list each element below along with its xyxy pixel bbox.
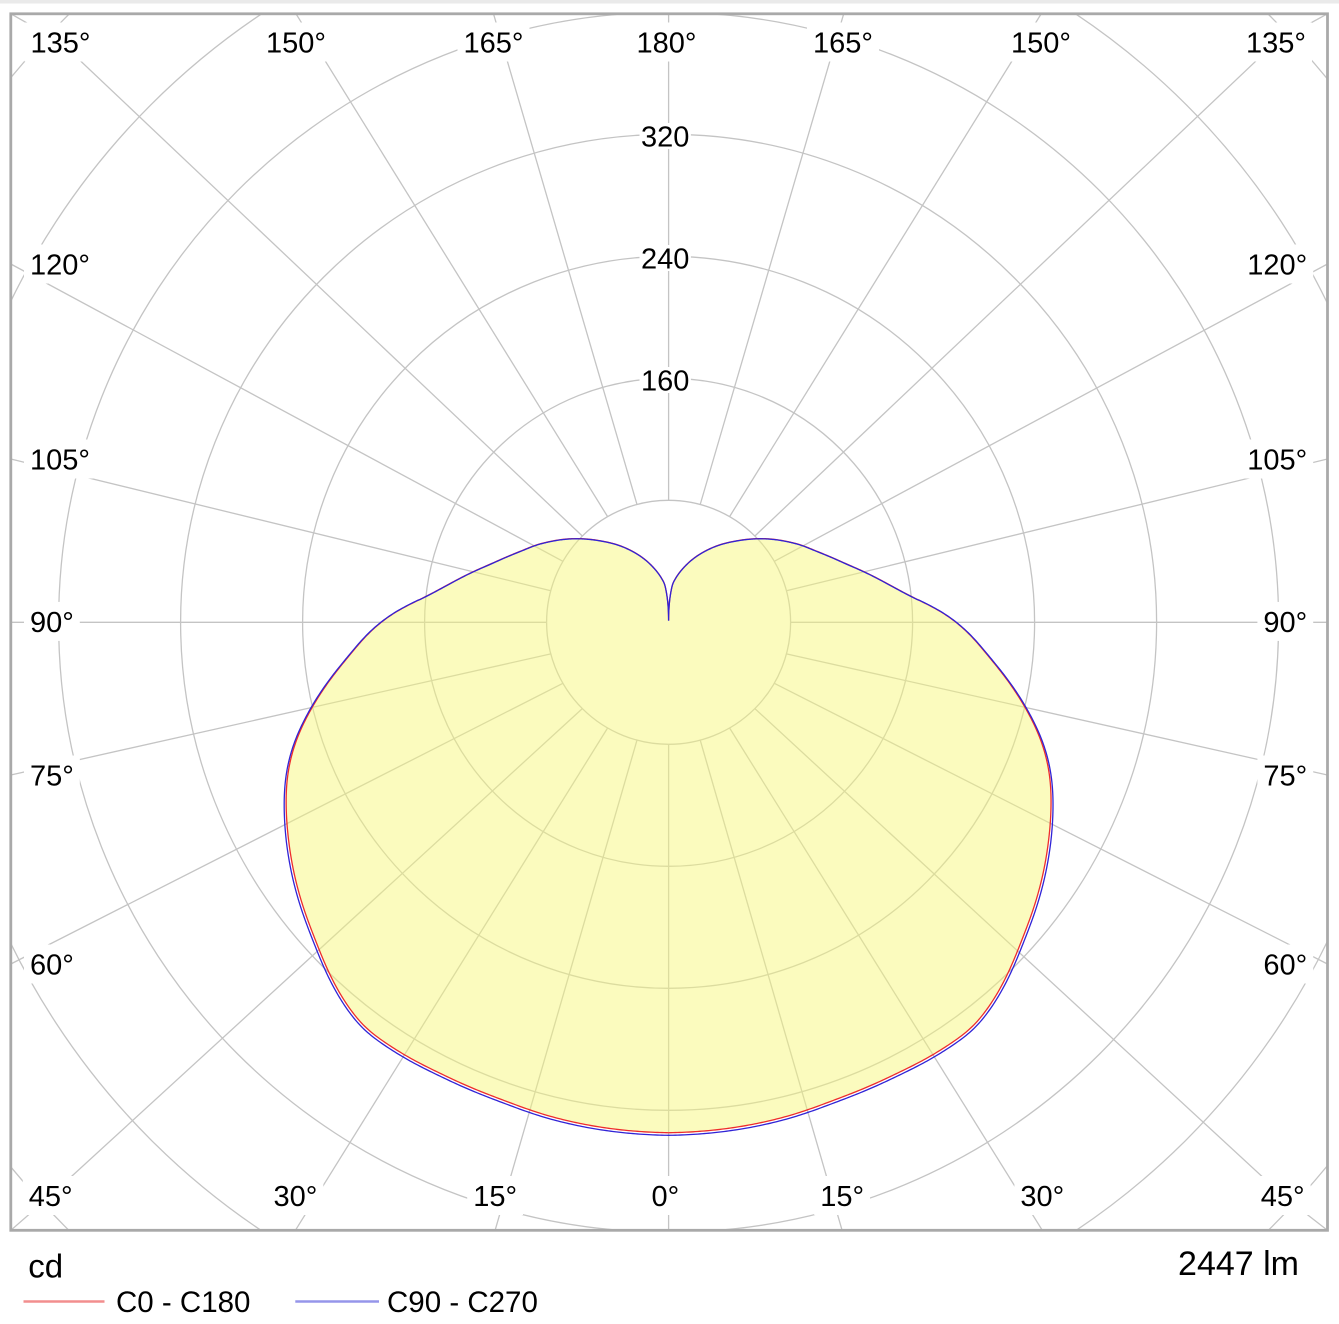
svg-text:320: 320 (641, 122, 689, 154)
svg-text:120°: 120° (30, 250, 90, 282)
svg-text:75°: 75° (30, 761, 74, 793)
svg-text:135°: 135° (1246, 28, 1306, 60)
svg-text:240: 240 (641, 244, 689, 276)
svg-text:90°: 90° (1263, 607, 1307, 639)
svg-text:60°: 60° (30, 950, 74, 982)
svg-text:45°: 45° (1261, 1181, 1305, 1213)
svg-text:45°: 45° (29, 1181, 73, 1213)
svg-text:105°: 105° (1247, 445, 1307, 477)
svg-text:165°: 165° (813, 28, 873, 60)
svg-text:C90 - C270: C90 - C270 (387, 1286, 538, 1319)
svg-text:150°: 150° (1011, 28, 1071, 60)
svg-text:165°: 165° (464, 28, 524, 60)
svg-text:C0 - C180: C0 - C180 (116, 1286, 250, 1319)
svg-text:60°: 60° (1263, 950, 1307, 982)
svg-text:180°: 180° (637, 28, 697, 60)
svg-text:160: 160 (641, 366, 689, 398)
svg-text:90°: 90° (30, 607, 74, 639)
svg-text:cd: cd (28, 1248, 63, 1285)
svg-text:75°: 75° (1263, 761, 1307, 793)
svg-text:135°: 135° (31, 28, 91, 60)
svg-text:150°: 150° (266, 28, 326, 60)
svg-text:120°: 120° (1247, 250, 1307, 282)
svg-text:15°: 15° (820, 1181, 864, 1213)
svg-text:15°: 15° (473, 1181, 517, 1213)
svg-text:30°: 30° (1020, 1181, 1064, 1213)
svg-text:2447 lm: 2447 lm (1178, 1245, 1299, 1283)
svg-text:105°: 105° (30, 445, 90, 477)
svg-text:0°: 0° (652, 1181, 680, 1213)
svg-text:30°: 30° (274, 1181, 318, 1213)
